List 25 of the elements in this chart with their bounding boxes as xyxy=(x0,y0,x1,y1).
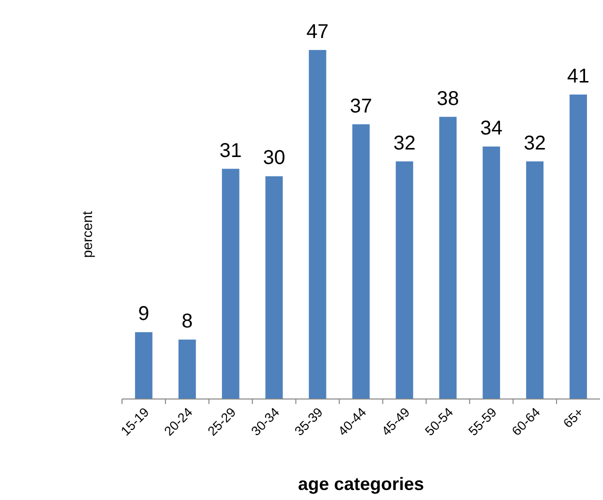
data-label: 41 xyxy=(567,66,590,88)
data-label: 30 xyxy=(262,147,286,170)
data-label: 47 xyxy=(306,21,329,43)
data-label: 32 xyxy=(524,132,546,154)
y-axis-title: percent xyxy=(79,211,95,258)
data-label: 34 xyxy=(480,118,502,140)
data-label: 31 xyxy=(220,140,242,162)
bar xyxy=(439,116,457,399)
bar xyxy=(352,124,370,399)
bar xyxy=(570,94,587,399)
bar xyxy=(308,50,326,399)
data-label: 37 xyxy=(350,95,372,118)
data-label: 9 xyxy=(138,303,150,326)
data-label: 32 xyxy=(393,132,416,154)
bar xyxy=(178,340,196,399)
data-label: 38 xyxy=(436,88,460,110)
bar xyxy=(396,161,414,399)
data-label: 8 xyxy=(182,310,193,333)
bar xyxy=(265,176,283,399)
bar xyxy=(135,332,152,399)
x-axis-title: age categories xyxy=(298,474,424,494)
bar xyxy=(482,146,500,399)
bar xyxy=(526,161,544,399)
bar xyxy=(222,168,240,399)
x-tick-label: 65+ xyxy=(560,404,586,431)
